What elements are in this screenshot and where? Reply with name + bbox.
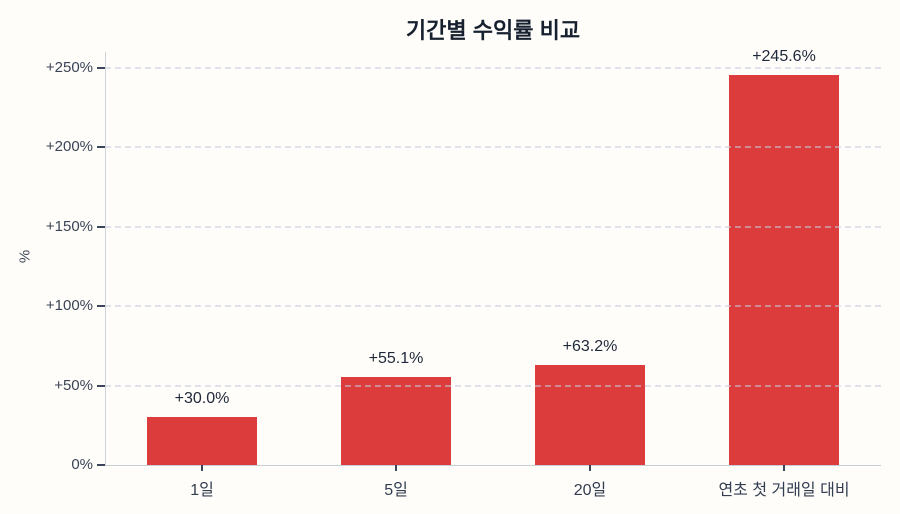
x-axis-line — [105, 465, 881, 466]
bar — [729, 74, 839, 465]
bar-value-label: +30.0% — [174, 390, 230, 408]
gridline — [105, 66, 881, 69]
bar — [341, 377, 451, 465]
y-tick-label: +250% — [45, 58, 93, 76]
y-tick-label: +200% — [45, 138, 93, 156]
y-tick-label: 0% — [71, 456, 93, 473]
x-tick-mark — [395, 465, 397, 471]
y-axis-label: % — [16, 249, 34, 264]
bar — [147, 417, 257, 465]
bar-value-label: +63.2% — [562, 337, 618, 355]
x-tick-mark — [201, 465, 203, 471]
bar-value-label: +55.1% — [368, 350, 424, 368]
bar-value-label: +245.6% — [752, 47, 816, 65]
y-tick-mark — [97, 384, 105, 387]
gridline — [105, 225, 881, 228]
gridline — [105, 384, 881, 387]
x-tick-label: 연초 첫 거래일 대비 — [718, 482, 850, 499]
y-axis-line — [105, 52, 106, 465]
y-tick-mark — [97, 146, 105, 149]
bar — [535, 364, 645, 465]
x-tick-mark — [783, 465, 785, 471]
x-tick-label: 1일 — [190, 482, 214, 499]
y-tick-mark — [97, 305, 105, 308]
x-tick-label: 20일 — [573, 482, 607, 499]
gridline — [105, 305, 881, 308]
plot-area: 0% +50% +100% +150% +200% +250% +30.0% 1일 +55.1%… — [46, 48, 881, 499]
y-tick-mark — [97, 464, 105, 466]
y-tick-mark — [97, 66, 105, 69]
gridline — [105, 146, 881, 149]
chart-title: 기간별 수익률 비교 — [405, 18, 581, 43]
y-tick-mark — [97, 225, 105, 228]
x-tick-mark — [589, 465, 591, 471]
x-tick-label: 5일 — [384, 482, 408, 499]
y-tick-label: +100% — [45, 297, 93, 315]
y-tick-label: +150% — [45, 217, 93, 235]
y-tick-label: +50% — [54, 376, 93, 394]
